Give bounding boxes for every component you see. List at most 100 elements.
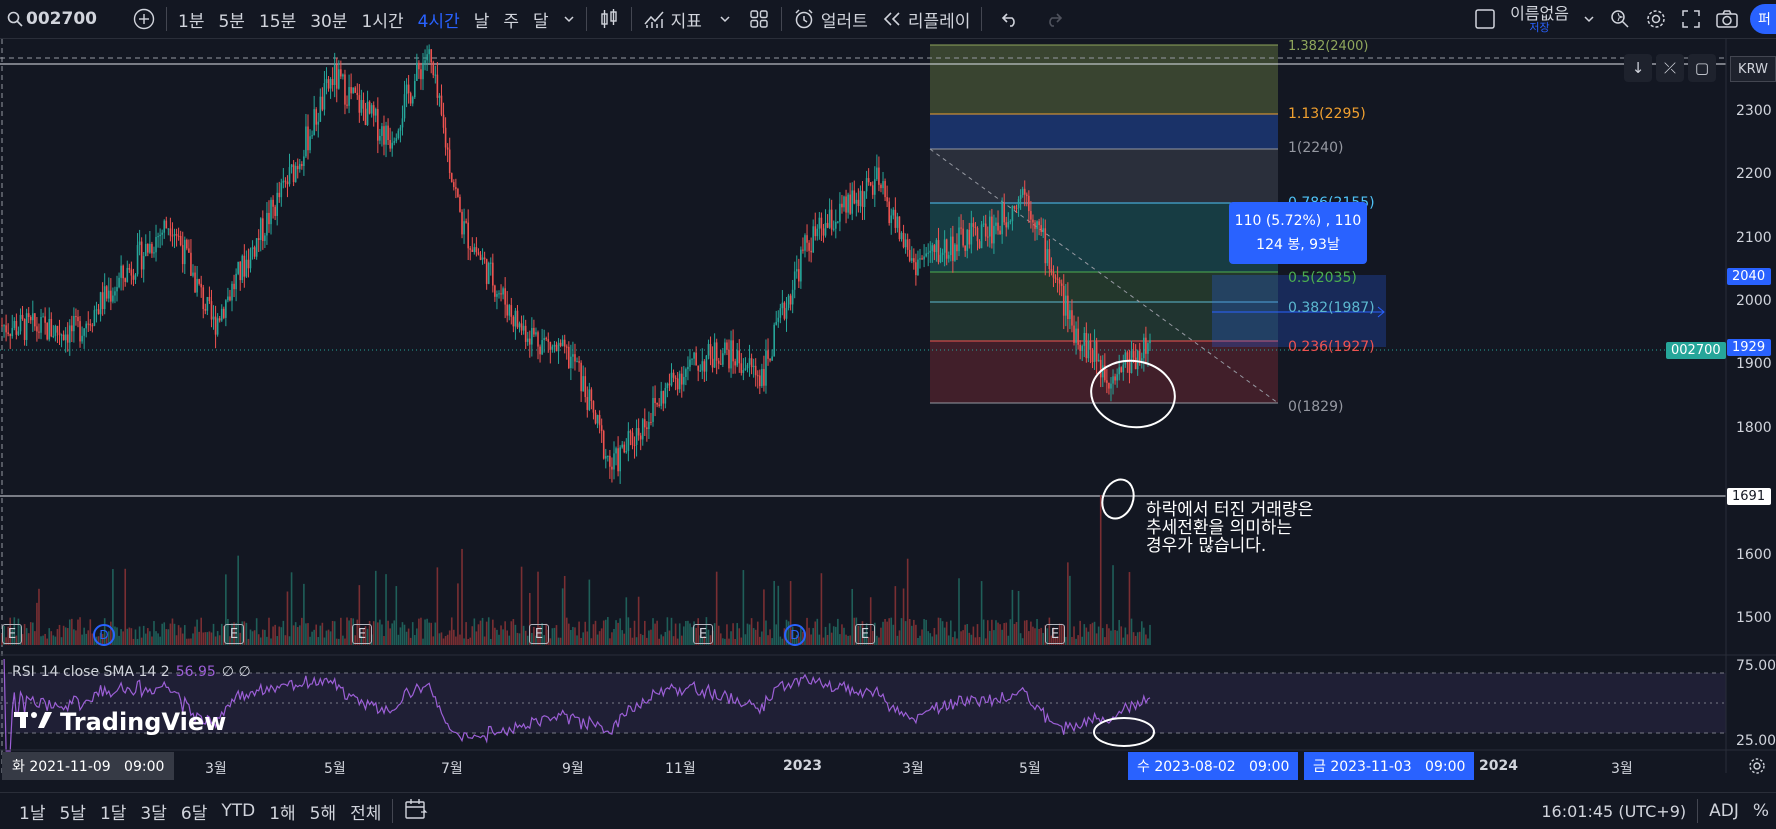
candle-body	[742, 370, 745, 373]
candle-body	[272, 199, 274, 207]
candle-series[interactable]	[1, 44, 1151, 484]
range-1y[interactable]: 1해	[269, 803, 296, 824]
volume-bar	[405, 631, 408, 645]
volume-bar	[255, 618, 258, 645]
interval-1m[interactable]: 1분	[178, 11, 205, 32]
clock-timezone[interactable]: 16:01:45 (UTC+9)	[1541, 801, 1687, 821]
snapshot-button[interactable]	[1708, 0, 1746, 38]
range-ytd[interactable]: YTD	[221, 801, 256, 821]
interval-1h[interactable]: 1시간	[361, 11, 404, 32]
candle-body	[989, 216, 991, 237]
volume-bar	[1143, 627, 1145, 645]
candle-body	[580, 362, 582, 392]
indicators-dropdown[interactable]	[709, 0, 741, 38]
scroll-down-button[interactable]: ↓	[1624, 54, 1652, 82]
replay-button[interactable]: 리플레이	[875, 0, 978, 38]
time-axis-settings-button[interactable]	[1748, 757, 1766, 779]
symbol-search[interactable]: 002700	[0, 0, 126, 38]
adj-toggle[interactable]: ADJ	[1709, 801, 1739, 821]
earnings-marker[interactable]: E	[855, 624, 875, 644]
indicators-button[interactable]: 지표	[636, 0, 709, 38]
tradingview-logo[interactable]: TradingView	[14, 708, 226, 736]
volume-bar	[377, 622, 379, 645]
interval-dropdown[interactable]	[556, 0, 582, 38]
earnings-marker[interactable]: E	[529, 624, 549, 644]
volume-bar	[582, 632, 584, 645]
volume-bar	[734, 638, 736, 645]
price-tick: 1600	[1736, 547, 1772, 563]
chart-type-button[interactable]	[591, 0, 627, 38]
redo-button[interactable]	[1034, 0, 1074, 38]
goto-date-button[interactable]	[397, 798, 435, 825]
dividend-marker[interactable]: D	[93, 624, 115, 646]
range-1d[interactable]: 1날	[19, 803, 46, 824]
range-5d[interactable]: 5날	[59, 803, 86, 824]
alert-button[interactable]: 얼러트	[786, 0, 875, 38]
range-5y[interactable]: 5해	[309, 803, 337, 824]
range-all[interactable]: 전체	[350, 803, 382, 824]
maximize-pane-button[interactable]: ▢	[1688, 54, 1716, 82]
layout-dropdown[interactable]	[1576, 0, 1602, 38]
candle-body	[381, 126, 383, 136]
interval-month[interactable]: 달	[533, 11, 549, 32]
volume-bar	[227, 618, 229, 645]
chart-canvas[interactable]	[0, 39, 1776, 773]
earnings-marker[interactable]: E	[1045, 624, 1065, 644]
volume-bar	[128, 627, 131, 645]
percent-toggle[interactable]: %	[1752, 801, 1769, 821]
price-tick: 2200	[1736, 166, 1772, 182]
earnings-marker[interactable]: E	[352, 624, 372, 644]
currency-button[interactable]: KRW	[1730, 56, 1776, 82]
fullscreen-button[interactable]	[1674, 0, 1708, 38]
volume-bar	[13, 617, 16, 645]
range-1m[interactable]: 1달	[99, 803, 127, 824]
candle-body	[301, 164, 303, 167]
earnings-marker[interactable]: E	[224, 624, 244, 644]
volume-bar	[399, 627, 402, 645]
compare-button[interactable]	[126, 0, 162, 38]
earnings-marker[interactable]: E	[2, 624, 22, 644]
interval-week[interactable]: 주	[503, 11, 519, 32]
volume-bar	[440, 632, 443, 645]
quick-search-button[interactable]	[1602, 0, 1638, 38]
candle-body	[557, 342, 560, 352]
rsi-legend[interactable]: RSI 14 close SMA 14 2 56.95 ∅ ∅	[12, 664, 251, 680]
candle-body	[420, 69, 422, 80]
interval-15m[interactable]: 15분	[258, 11, 297, 32]
fib-retracement-zones[interactable]	[929, 44, 1279, 404]
publish-button[interactable]: 퍼	[1750, 4, 1776, 34]
interval-5m[interactable]: 5분	[218, 11, 245, 32]
time-tick: 3월	[205, 761, 227, 777]
time-tick: 7월	[441, 761, 463, 777]
earnings-marker[interactable]: E	[693, 624, 713, 644]
candle-body	[904, 239, 907, 248]
interval-day[interactable]: 날	[473, 11, 490, 32]
collapse-button[interactable]: ⤫	[1656, 54, 1684, 82]
candle-body	[722, 353, 724, 365]
volume-bar	[282, 620, 285, 645]
volume-bar	[886, 621, 888, 645]
candle-body	[984, 223, 987, 237]
volume-bar	[570, 629, 572, 645]
range-6m[interactable]: 6달	[180, 803, 208, 824]
range-3m[interactable]: 3달	[140, 803, 167, 824]
candle-body	[268, 212, 270, 225]
volume-bar	[358, 585, 361, 645]
candle-body	[1040, 225, 1042, 233]
candle-body	[648, 421, 650, 430]
settings-button[interactable]	[1638, 0, 1674, 38]
candle-body	[604, 456, 607, 459]
candle-body	[890, 215, 893, 224]
candle-body	[110, 290, 112, 302]
candle-body	[204, 309, 207, 311]
layout-menu-button[interactable]: 이름없음 저장	[1467, 0, 1576, 38]
volume-bar	[730, 631, 732, 645]
volume-bar	[680, 635, 683, 645]
volume-bar	[25, 628, 28, 645]
undo-button[interactable]	[986, 0, 1034, 38]
interval-4h[interactable]: 4시간	[417, 11, 460, 32]
annotation-text[interactable]: 하락에서 터진 거래량은 추세전환을 의미하는 경우가 많습니다.	[1146, 501, 1313, 555]
interval-30m[interactable]: 30분	[310, 11, 348, 32]
templates-button[interactable]	[741, 0, 777, 38]
dividend-marker[interactable]: D	[784, 624, 806, 646]
